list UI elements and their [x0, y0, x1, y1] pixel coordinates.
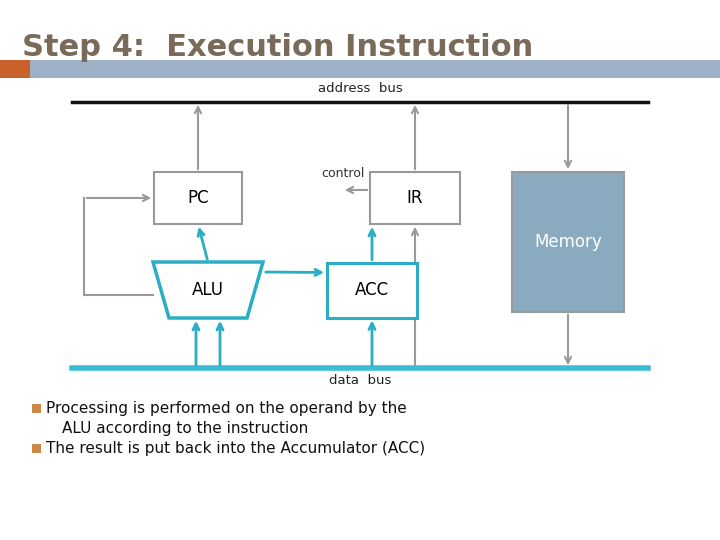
Text: ACC: ACC [355, 281, 389, 299]
Text: Step 4:  Execution Instruction: Step 4: Execution Instruction [22, 33, 534, 63]
Bar [370, 172, 460, 224]
Text: data  bus: data bus [329, 374, 391, 387]
Text: ALU according to the instruction: ALU according to the instruction [62, 421, 308, 435]
Bar [327, 262, 417, 318]
Polygon shape [153, 262, 263, 318]
Bar [512, 172, 624, 312]
Text: Processing is performed on the operand by the: Processing is performed on the operand b… [46, 401, 407, 415]
Text: PC: PC [187, 189, 209, 207]
Bar [0, 60, 30, 78]
Text: address  bus: address bus [318, 82, 402, 95]
Text: IR: IR [407, 189, 423, 207]
Bar [32, 403, 41, 413]
Bar [0, 60, 720, 78]
Text: control: control [322, 167, 365, 180]
Text: The result is put back into the Accumulator (ACC): The result is put back into the Accumula… [46, 441, 425, 456]
Bar [154, 172, 242, 224]
Bar [32, 443, 41, 453]
Text: ALU: ALU [192, 281, 224, 299]
Text: Memory: Memory [534, 233, 602, 251]
